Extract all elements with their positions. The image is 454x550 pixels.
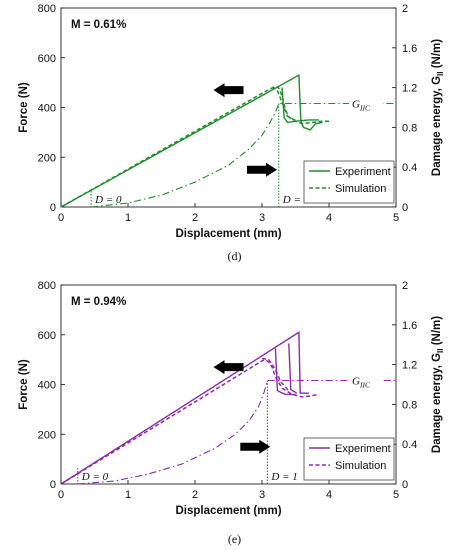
curve-series-line [271,86,296,122]
arrow-right-icon [247,162,277,177]
mass-annotation: M = 0.94% [71,296,126,308]
y2-tick-label: 2 [402,3,408,15]
giic-label: GIIC [352,99,371,113]
y2-axis-title: Damage energy, GII (N/m) [431,316,445,453]
legend-box [303,160,395,204]
x-tick-label: 3 [259,489,265,501]
y2-tick-label: 0.4 [402,162,417,174]
y-tick-label: 200 [38,429,56,441]
y-tick-label: 400 [38,380,56,392]
x-tick-label: 4 [326,489,332,501]
arrow-right-icon [240,439,271,454]
legend-entry: Experiment [335,443,391,455]
y-tick-label: 600 [38,53,56,65]
y-tick-label: 600 [38,330,56,342]
x-tick-label: 0 [58,489,64,501]
y-tick-label: 200 [38,152,56,164]
x-tick-label: 1 [125,489,131,501]
experiment-series-line [60,74,323,208]
legend-entry: Simulation [335,460,386,472]
x-axis-title: Displacement (mm) [175,505,281,517]
damage-marker-label: D = 1 [282,194,309,206]
damage-marker-label: D = 0 [94,194,122,206]
mass-annotation: M = 0.61% [71,19,126,31]
arrow-left-icon [213,360,244,375]
x-tick-label: 0 [58,212,64,224]
y-tick-label: 400 [38,103,56,115]
panel-caption: (e) [228,532,241,546]
x-tick-label: 1 [125,212,131,224]
y2-tick-label: 1.6 [402,320,417,332]
y-axis-title: Force (N) [18,359,30,410]
x-tick-label: 5 [393,489,399,501]
damage-energy-series-line [77,379,396,485]
legend-entry: Experiment [335,166,391,178]
curve-series-line [288,343,298,394]
panel-caption: (d) [228,249,242,263]
curve-series-line [261,357,290,392]
y-axis-title: Force (N) [18,82,30,133]
x-tick-label: 2 [192,489,198,501]
y2-tick-label: 1.2 [402,360,417,372]
chart-panel-1: 0 1 2 3 4 5020040060080000.40.81.21.62Displac… [18,3,445,263]
giic-label-bg [349,96,383,112]
y2-tick-label: 0.8 [402,399,417,411]
simulation-series-line [60,358,320,485]
y-tick-label: 0 [50,479,56,491]
x-axis-title: Displacement (mm) [175,228,281,240]
y2-axis-title: Damage energy, GII (N/m) [431,39,445,176]
y-tick-label: 800 [38,3,56,15]
x-tick-label: 2 [192,212,198,224]
y2-tick-label: 2 [402,280,408,292]
y2-tick-label: 0 [402,479,408,491]
y-tick-label: 0 [50,202,56,214]
x-tick-label: 5 [393,212,399,224]
simulation-series-line [60,85,329,208]
arrow-left-icon [213,83,244,98]
chart-panel-2: 0 1 2 3 4 5020040060080000.40.81.21.62Displac… [18,280,445,546]
damage-energy-series-line [91,102,396,208]
y2-tick-label: 0.4 [402,439,417,451]
y2-tick-label: 0 [402,202,408,214]
giic-label-bg [349,373,383,389]
y2-tick-label: 1.2 [402,83,417,95]
y-tick-label: 800 [38,280,56,292]
y2-tick-label: 0.8 [402,122,417,134]
experiment-series-line [60,331,309,485]
legend-box [303,437,395,481]
curve-series-line [274,348,296,396]
x-tick-label: 3 [259,212,265,224]
x-tick-label: 4 [326,212,332,224]
curve-series-line [281,87,319,124]
giic-label: GIIC [352,376,371,390]
damage-marker-label: D = 0 [81,471,109,483]
y2-tick-label: 1.6 [402,43,417,55]
damage-marker-label: D = 1 [270,471,297,483]
legend-entry: Simulation [335,183,386,195]
